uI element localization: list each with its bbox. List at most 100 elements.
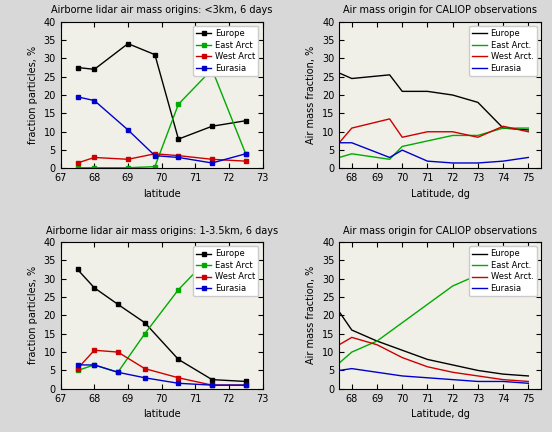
Europe bbox=[424, 357, 431, 362]
Eurasia bbox=[500, 159, 506, 164]
Europe bbox=[525, 127, 532, 133]
Line: East Arct: East Arct bbox=[75, 252, 248, 375]
East Arct bbox=[74, 368, 81, 373]
Europe bbox=[424, 89, 431, 94]
Europe bbox=[152, 52, 158, 57]
Eurasia bbox=[336, 140, 342, 145]
West Arct bbox=[175, 375, 182, 381]
West Arct bbox=[74, 366, 81, 371]
West Arct. bbox=[449, 370, 456, 375]
Line: East Arct: East Arct bbox=[75, 67, 248, 170]
West Arct bbox=[74, 160, 81, 165]
Eurasia bbox=[525, 381, 532, 386]
Eurasia bbox=[424, 375, 431, 381]
East Arct. bbox=[500, 126, 506, 131]
Eurasia bbox=[74, 362, 81, 368]
West Arct. bbox=[500, 124, 506, 129]
East Arct. bbox=[386, 157, 393, 162]
Europe bbox=[475, 100, 481, 105]
East Arct bbox=[115, 370, 121, 375]
Europe bbox=[525, 373, 532, 378]
Line: Eurasia: Eurasia bbox=[339, 368, 528, 383]
X-axis label: Latitude, dg: Latitude, dg bbox=[411, 189, 470, 199]
X-axis label: latitude: latitude bbox=[143, 189, 181, 199]
East Arct. bbox=[475, 133, 481, 138]
Eurasia bbox=[175, 155, 182, 160]
Europe bbox=[449, 362, 456, 368]
Europe bbox=[475, 368, 481, 373]
East Arct bbox=[91, 362, 98, 368]
Europe bbox=[125, 41, 131, 46]
Eurasia bbox=[449, 160, 456, 165]
East Arct bbox=[141, 331, 148, 336]
West Arct. bbox=[475, 135, 481, 140]
West Arct. bbox=[386, 116, 393, 121]
West Arct bbox=[91, 348, 98, 353]
X-axis label: latitude: latitude bbox=[143, 409, 181, 419]
Eurasia bbox=[141, 375, 148, 381]
Line: Europe: Europe bbox=[75, 41, 248, 142]
Europe bbox=[74, 267, 81, 272]
Eurasia bbox=[91, 98, 98, 103]
West Arct. bbox=[348, 126, 355, 131]
Europe bbox=[74, 65, 81, 70]
West Arct bbox=[115, 349, 121, 355]
Europe bbox=[336, 309, 342, 314]
Line: West Arct: West Arct bbox=[75, 348, 248, 388]
East Arct. bbox=[449, 283, 456, 289]
Europe bbox=[399, 348, 406, 353]
Line: West Arct.: West Arct. bbox=[339, 119, 528, 143]
Line: East Arct.: East Arct. bbox=[339, 128, 528, 159]
Europe bbox=[242, 379, 249, 384]
East Arct. bbox=[424, 138, 431, 143]
Eurasia bbox=[475, 160, 481, 165]
West Arct. bbox=[399, 135, 406, 140]
Europe bbox=[348, 76, 355, 81]
West Arct bbox=[242, 159, 249, 164]
West Arct bbox=[152, 151, 158, 156]
Title: Airborne lidar air mass origins: <3km, 6 days: Airborne lidar air mass origins: <3km, 6… bbox=[51, 5, 272, 15]
West Arct. bbox=[500, 377, 506, 382]
Y-axis label: fraction particles, %: fraction particles, % bbox=[28, 266, 38, 365]
Eurasia bbox=[475, 379, 481, 384]
Eurasia bbox=[399, 148, 406, 153]
Eurasia bbox=[374, 370, 380, 375]
Europe bbox=[115, 302, 121, 307]
West Arct bbox=[175, 153, 182, 158]
East Arct bbox=[209, 67, 215, 72]
East Arct. bbox=[424, 302, 431, 307]
Eurasia bbox=[242, 151, 249, 156]
West Arct. bbox=[336, 342, 342, 347]
West Arct. bbox=[525, 129, 532, 134]
Line: Europe: Europe bbox=[75, 267, 248, 384]
X-axis label: Latitude, dg: Latitude, dg bbox=[411, 409, 470, 419]
West Arct. bbox=[399, 355, 406, 360]
East Arct bbox=[209, 252, 215, 257]
Eurasia bbox=[348, 140, 355, 145]
Title: Air mass origin for CALIOP observations: Air mass origin for CALIOP observations bbox=[343, 226, 537, 235]
East Arct. bbox=[336, 360, 342, 365]
Eurasia bbox=[336, 368, 342, 373]
Legend: Europe, East Arct., West Arct., Eurasia: Europe, East Arct., West Arct., Eurasia bbox=[469, 246, 537, 296]
West Arct. bbox=[348, 335, 355, 340]
Eurasia bbox=[242, 383, 249, 388]
Y-axis label: Air mass fraction, %: Air mass fraction, % bbox=[306, 46, 316, 144]
Legend: Europe, East Arct, West Arct, Eurasia: Europe, East Arct, West Arct, Eurasia bbox=[193, 246, 258, 296]
Eurasia bbox=[500, 379, 506, 384]
Title: Air mass origin for CALIOP observations: Air mass origin for CALIOP observations bbox=[343, 5, 537, 15]
Europe bbox=[175, 137, 182, 142]
Eurasia bbox=[209, 383, 215, 388]
Europe bbox=[374, 339, 380, 344]
Line: West Arct: West Arct bbox=[75, 151, 248, 165]
Eurasia bbox=[424, 159, 431, 164]
Europe bbox=[209, 124, 215, 129]
Eurasia bbox=[399, 373, 406, 378]
Europe bbox=[336, 70, 342, 76]
Eurasia bbox=[91, 362, 98, 368]
East Arct bbox=[175, 102, 182, 107]
West Arct. bbox=[374, 342, 380, 347]
Eurasia bbox=[115, 370, 121, 375]
East Arct bbox=[74, 165, 81, 170]
West Arct bbox=[125, 157, 131, 162]
East Arct bbox=[91, 165, 98, 170]
